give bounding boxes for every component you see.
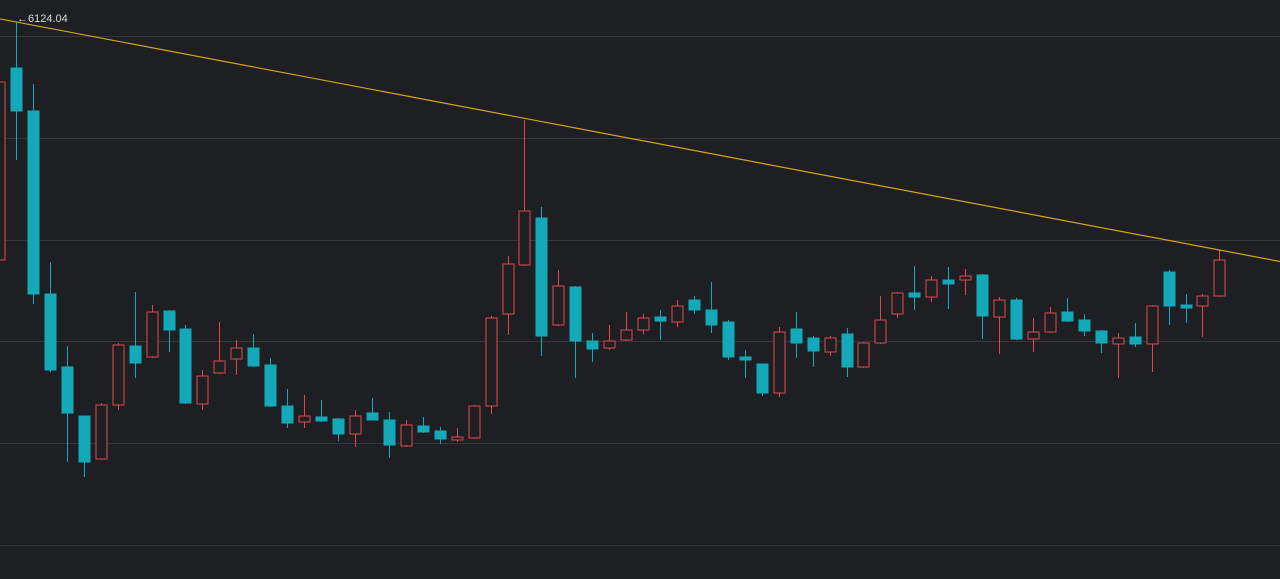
candle-body (1010, 299, 1023, 340)
grid (0, 36, 1280, 546)
candle-body (671, 305, 684, 323)
candle-body (112, 344, 125, 406)
candle-body (468, 405, 481, 439)
candle-body (874, 319, 887, 344)
candle-body (688, 299, 701, 311)
candle-body (434, 430, 447, 440)
candles (0, 21, 1226, 477)
candle-body (824, 337, 837, 353)
candle-body (739, 356, 752, 361)
candle-body (247, 347, 260, 367)
candle-body (857, 342, 870, 368)
candle-body (942, 279, 955, 285)
candle-body (705, 309, 718, 326)
candle-body (27, 110, 40, 295)
candle-body (756, 363, 769, 394)
candle-body (518, 210, 531, 266)
candle-body (535, 217, 548, 337)
candle-body (366, 412, 379, 421)
candle-body (586, 340, 599, 350)
candle-body (1163, 271, 1176, 307)
candle-body (417, 425, 430, 433)
candle-body (78, 415, 91, 463)
candle-body (959, 275, 972, 281)
candle-body (1044, 312, 1057, 333)
candle-body (10, 67, 23, 112)
candle-body (349, 415, 362, 435)
candle-body (891, 292, 904, 315)
overlay (0, 18, 1280, 263)
candle-body (315, 416, 328, 422)
candle-body (502, 263, 515, 315)
candle-body (620, 329, 633, 341)
candle-body (773, 331, 786, 394)
candle-body (1095, 330, 1108, 344)
candle-body (637, 317, 650, 331)
candle-body (1078, 319, 1091, 332)
candle-body (163, 310, 176, 331)
candle-body (281, 405, 294, 424)
trend-line (0, 18, 1280, 263)
candle-body (603, 340, 616, 349)
candle-body (1213, 259, 1226, 297)
candle-body (569, 286, 582, 342)
candle-body (1129, 336, 1142, 345)
candle-body (722, 321, 735, 358)
candle-body (993, 299, 1006, 318)
candle-body (230, 347, 243, 360)
candle-body (654, 316, 667, 322)
candle-body (298, 415, 311, 423)
candle-body (790, 328, 803, 344)
candle-body (1112, 337, 1125, 345)
candle-body (61, 366, 74, 414)
candle-body (95, 404, 108, 460)
candle-body (332, 418, 345, 435)
candle-body (264, 364, 277, 407)
candle-body (44, 293, 57, 371)
candle-body (908, 292, 921, 298)
candle-body (129, 345, 142, 364)
candle-body (1027, 331, 1040, 340)
candle-body (841, 333, 854, 368)
candle-body (1180, 304, 1193, 309)
candle-body (196, 375, 209, 405)
candle-body (179, 328, 192, 404)
candle-body (1196, 295, 1209, 307)
candle-body (925, 279, 938, 298)
candle-body (400, 424, 413, 447)
high-label: ←6124.04 (17, 13, 68, 25)
candle-body (552, 285, 565, 326)
candle-body (383, 419, 396, 446)
candle-body (213, 360, 226, 374)
candle-body (976, 274, 989, 317)
candle-body (451, 436, 464, 441)
candle-body (146, 311, 159, 358)
candle-body (485, 317, 498, 407)
candle-body (0, 81, 6, 261)
candle-body (807, 337, 820, 352)
candle-body (1146, 305, 1159, 345)
candle-body (1061, 311, 1074, 322)
